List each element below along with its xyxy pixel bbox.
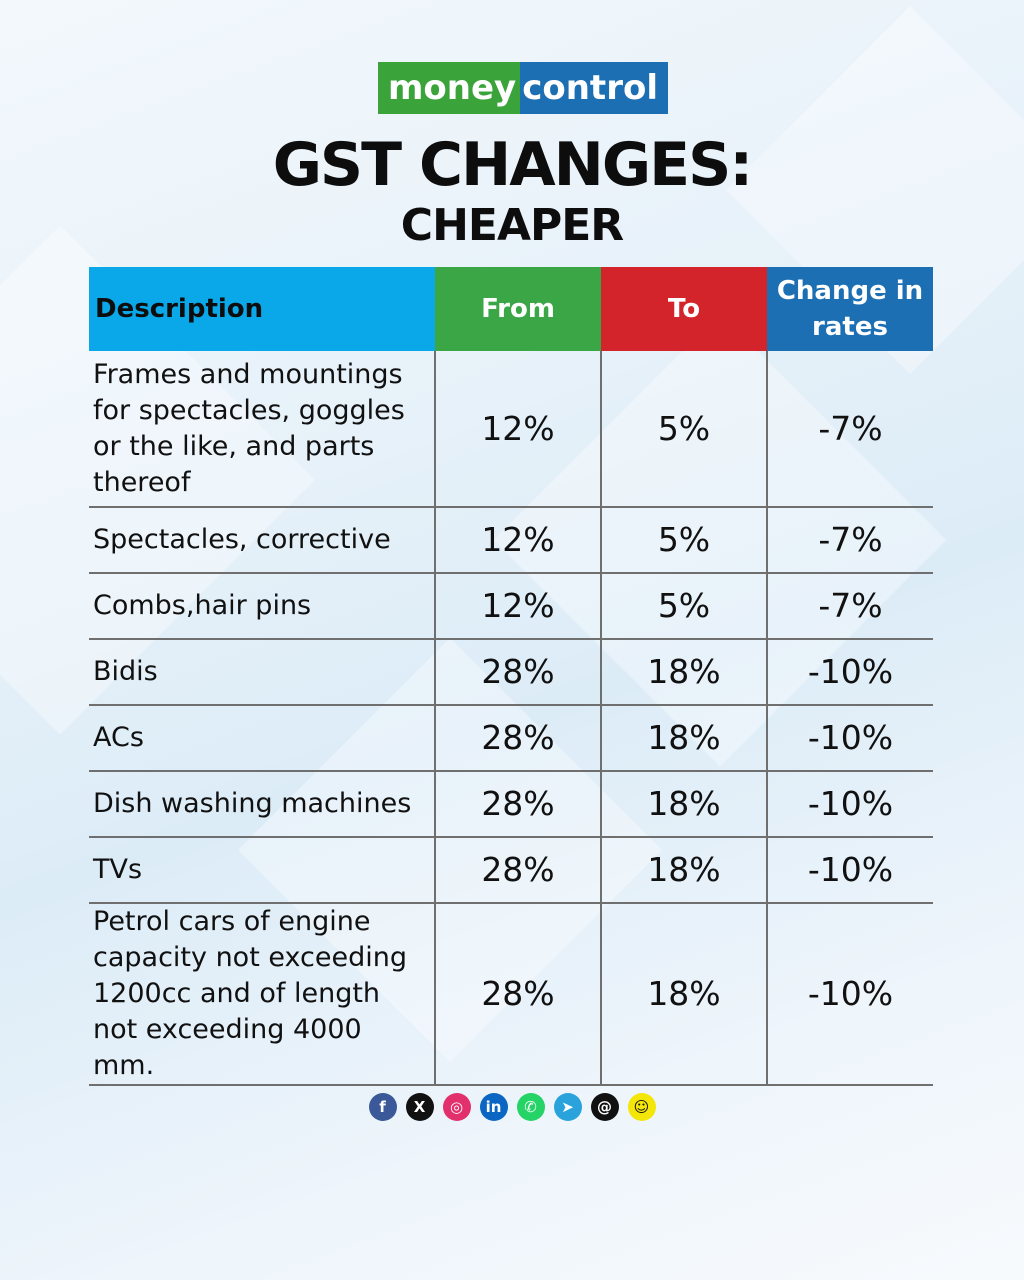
row-description: Petrol cars of engine capacity not excee… bbox=[89, 903, 435, 1086]
facebook-icon[interactable]: f bbox=[368, 1093, 397, 1121]
row-to: 5% bbox=[600, 507, 767, 574]
header-change: Change in rates bbox=[767, 267, 933, 351]
page-subtitle: CHEAPER bbox=[400, 200, 624, 251]
row-to: 18% bbox=[600, 639, 767, 706]
row-to: 5% bbox=[600, 351, 767, 508]
x-icon[interactable]: X bbox=[405, 1093, 434, 1121]
row-change: -7% bbox=[766, 351, 933, 508]
header-from: From bbox=[435, 267, 601, 351]
row-change: -10% bbox=[766, 903, 933, 1086]
table-row: TVs 28% 18% -10% bbox=[89, 837, 933, 904]
table-row: ACs 28% 18% -10% bbox=[89, 705, 933, 772]
row-change: -10% bbox=[766, 705, 933, 772]
page-title: GST CHANGES: bbox=[272, 130, 754, 200]
row-to: 18% bbox=[600, 837, 767, 904]
row-change: -10% bbox=[766, 771, 933, 838]
table-row: Spectacles, corrective 12% 5% -7% bbox=[89, 507, 933, 574]
social-icons-bar: f X ◎ in ✆ ➤ @ ☺ bbox=[0, 1093, 1024, 1121]
row-to: 18% bbox=[600, 705, 767, 772]
row-change: -10% bbox=[766, 639, 933, 706]
row-from: 28% bbox=[434, 771, 601, 838]
row-description: Combs,hair pins bbox=[89, 573, 435, 640]
row-description: Bidis bbox=[89, 639, 435, 706]
row-description: ACs bbox=[89, 705, 435, 772]
row-from: 12% bbox=[434, 351, 601, 508]
header-to: To bbox=[601, 267, 767, 351]
row-description: Frames and mountings for spectacles, gog… bbox=[89, 351, 435, 508]
whatsapp-icon[interactable]: ✆ bbox=[516, 1093, 545, 1121]
telegram-icon[interactable]: ➤ bbox=[553, 1093, 582, 1121]
row-change: -7% bbox=[766, 507, 933, 574]
row-from: 28% bbox=[434, 705, 601, 772]
row-from: 28% bbox=[434, 903, 601, 1086]
gst-rates-table: Description From To Change in rates Fram… bbox=[89, 267, 933, 1086]
moneycontrol-logo: money control bbox=[378, 62, 668, 114]
table-row: Dish washing machines 28% 18% -10% bbox=[89, 771, 933, 838]
row-to: 18% bbox=[600, 903, 767, 1086]
row-from: 28% bbox=[434, 639, 601, 706]
table-row: Combs,hair pins 12% 5% -7% bbox=[89, 573, 933, 640]
row-from: 28% bbox=[434, 837, 601, 904]
logo-part-money: money bbox=[378, 62, 521, 114]
row-from: 12% bbox=[434, 573, 601, 640]
instagram-icon[interactable]: ◎ bbox=[442, 1093, 471, 1121]
row-description: Dish washing machines bbox=[89, 771, 435, 838]
linkedin-icon[interactable]: in bbox=[479, 1093, 508, 1121]
table-row: Petrol cars of engine capacity not excee… bbox=[89, 903, 933, 1086]
header-description: Description bbox=[89, 267, 435, 351]
logo-part-control: control bbox=[520, 62, 668, 114]
table-row: Frames and mountings for spectacles, gog… bbox=[89, 351, 933, 508]
row-to: 18% bbox=[600, 771, 767, 838]
row-to: 5% bbox=[600, 573, 767, 640]
row-change: -10% bbox=[766, 837, 933, 904]
row-description: Spectacles, corrective bbox=[89, 507, 435, 574]
snapchat-icon[interactable]: ☺ bbox=[627, 1093, 656, 1121]
table-header-row: Description From To Change in rates bbox=[89, 267, 933, 351]
row-description: TVs bbox=[89, 837, 435, 904]
threads-icon[interactable]: @ bbox=[590, 1093, 619, 1121]
table-row: Bidis 28% 18% -10% bbox=[89, 639, 933, 706]
row-change: -7% bbox=[766, 573, 933, 640]
row-from: 12% bbox=[434, 507, 601, 574]
